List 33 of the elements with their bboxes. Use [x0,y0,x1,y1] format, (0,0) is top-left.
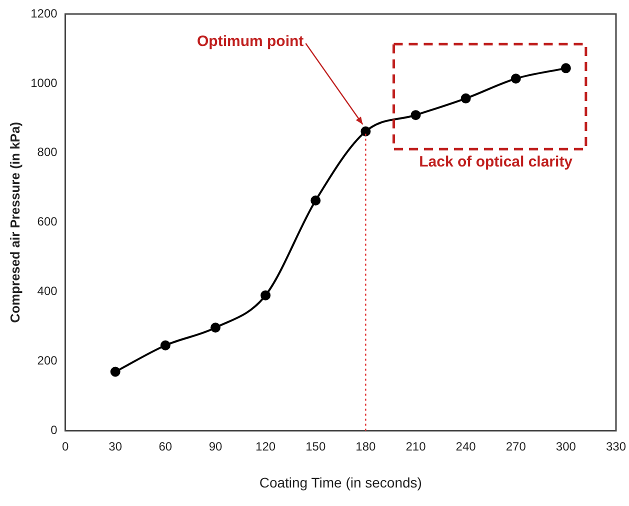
point [460,93,471,104]
point [110,366,120,377]
x-tick-label: 90 [208,439,222,454]
point [410,110,421,120]
x-tick-label: 240 [456,439,476,454]
y-axis-title: Compresed air Pressure (in kPa) [7,122,22,323]
x-tick-label: 60 [158,439,172,454]
y-tick-label: 1000 [30,76,58,90]
point [510,74,521,84]
x-tick-label: 300 [556,439,576,454]
y-tick-label: 1200 [30,6,58,20]
point [210,322,220,333]
y-tick-label: 200 [37,354,58,368]
point [260,290,271,300]
x-axis-title: Coating Time (in seconds) [259,474,422,490]
x-tick-label: 210 [406,439,426,454]
annotation: Lack of optical clarity [419,154,574,171]
x-tick-label: 30 [108,439,122,454]
y-tick-label: 600 [37,214,58,229]
x-tick-label: 270 [506,439,526,454]
y-tick-label: 800 [37,145,58,160]
x-tick-label: 120 [256,439,276,454]
x-tick-label: 150 [306,439,326,454]
point [360,126,371,136]
point [560,63,571,74]
y-tick-label: 0 [50,423,58,438]
point [310,196,321,206]
point [160,340,170,350]
x-tick-label: 330 [606,439,626,454]
y-tick-label: 400 [37,284,58,298]
x-tick-label: 180 [356,439,376,454]
annotation: Optimum point [197,33,304,50]
x-tick-label: 0 [62,439,69,454]
